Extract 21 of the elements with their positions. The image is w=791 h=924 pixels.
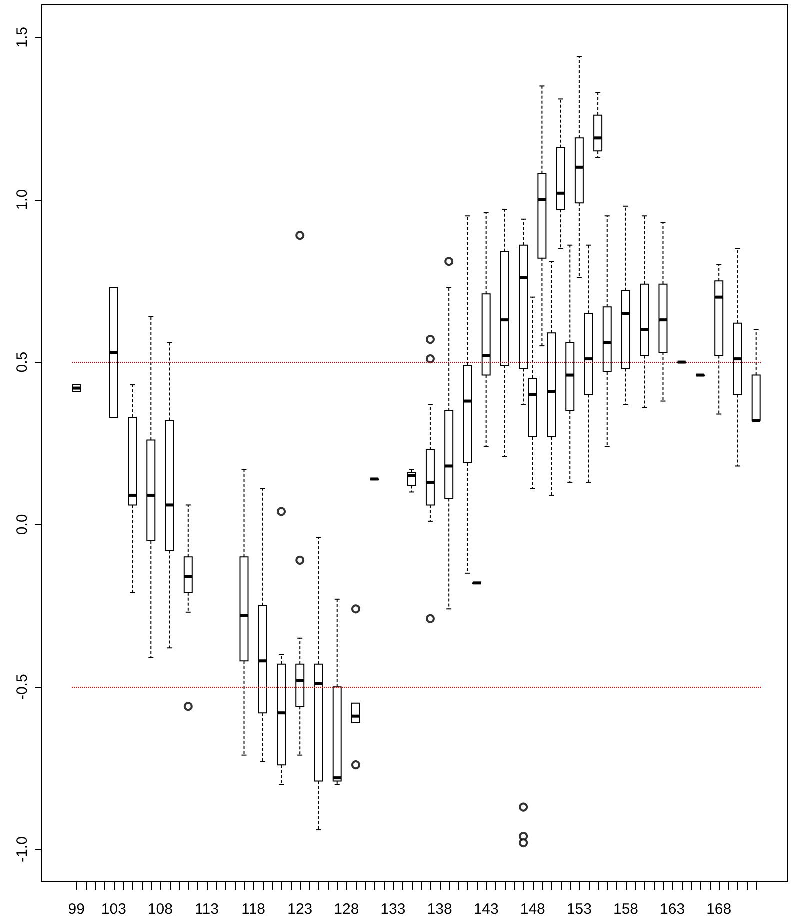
y-tick-label: 0.5	[14, 352, 31, 373]
x-tick-label: 148	[520, 901, 546, 918]
x-tick-label: 113	[195, 901, 219, 918]
x-tick-label: 153	[566, 901, 592, 918]
x-tick-label: 103	[101, 901, 126, 918]
y-tick-label: 1.0	[14, 189, 31, 210]
y-tick-label: 0.0	[14, 514, 31, 536]
x-tick-label: 108	[148, 901, 173, 918]
x-tick-label: 168	[706, 901, 732, 918]
x-tick-label: 118	[242, 901, 266, 918]
x-tick-label: 163	[660, 901, 686, 918]
x-tick-label: 158	[613, 901, 639, 918]
y-tick-label: 1.5	[14, 27, 31, 48]
x-tick-label: 133	[380, 901, 406, 918]
y-tick-label: -0.5	[14, 674, 31, 700]
x-tick-label: 99	[68, 901, 85, 918]
x-tick-label: 138	[427, 901, 452, 918]
x-tick-label: 143	[474, 901, 499, 918]
x-tick-label: 128	[334, 901, 360, 918]
y-tick-label: -1.0	[14, 836, 31, 862]
x-tick-label: 123	[288, 901, 313, 918]
